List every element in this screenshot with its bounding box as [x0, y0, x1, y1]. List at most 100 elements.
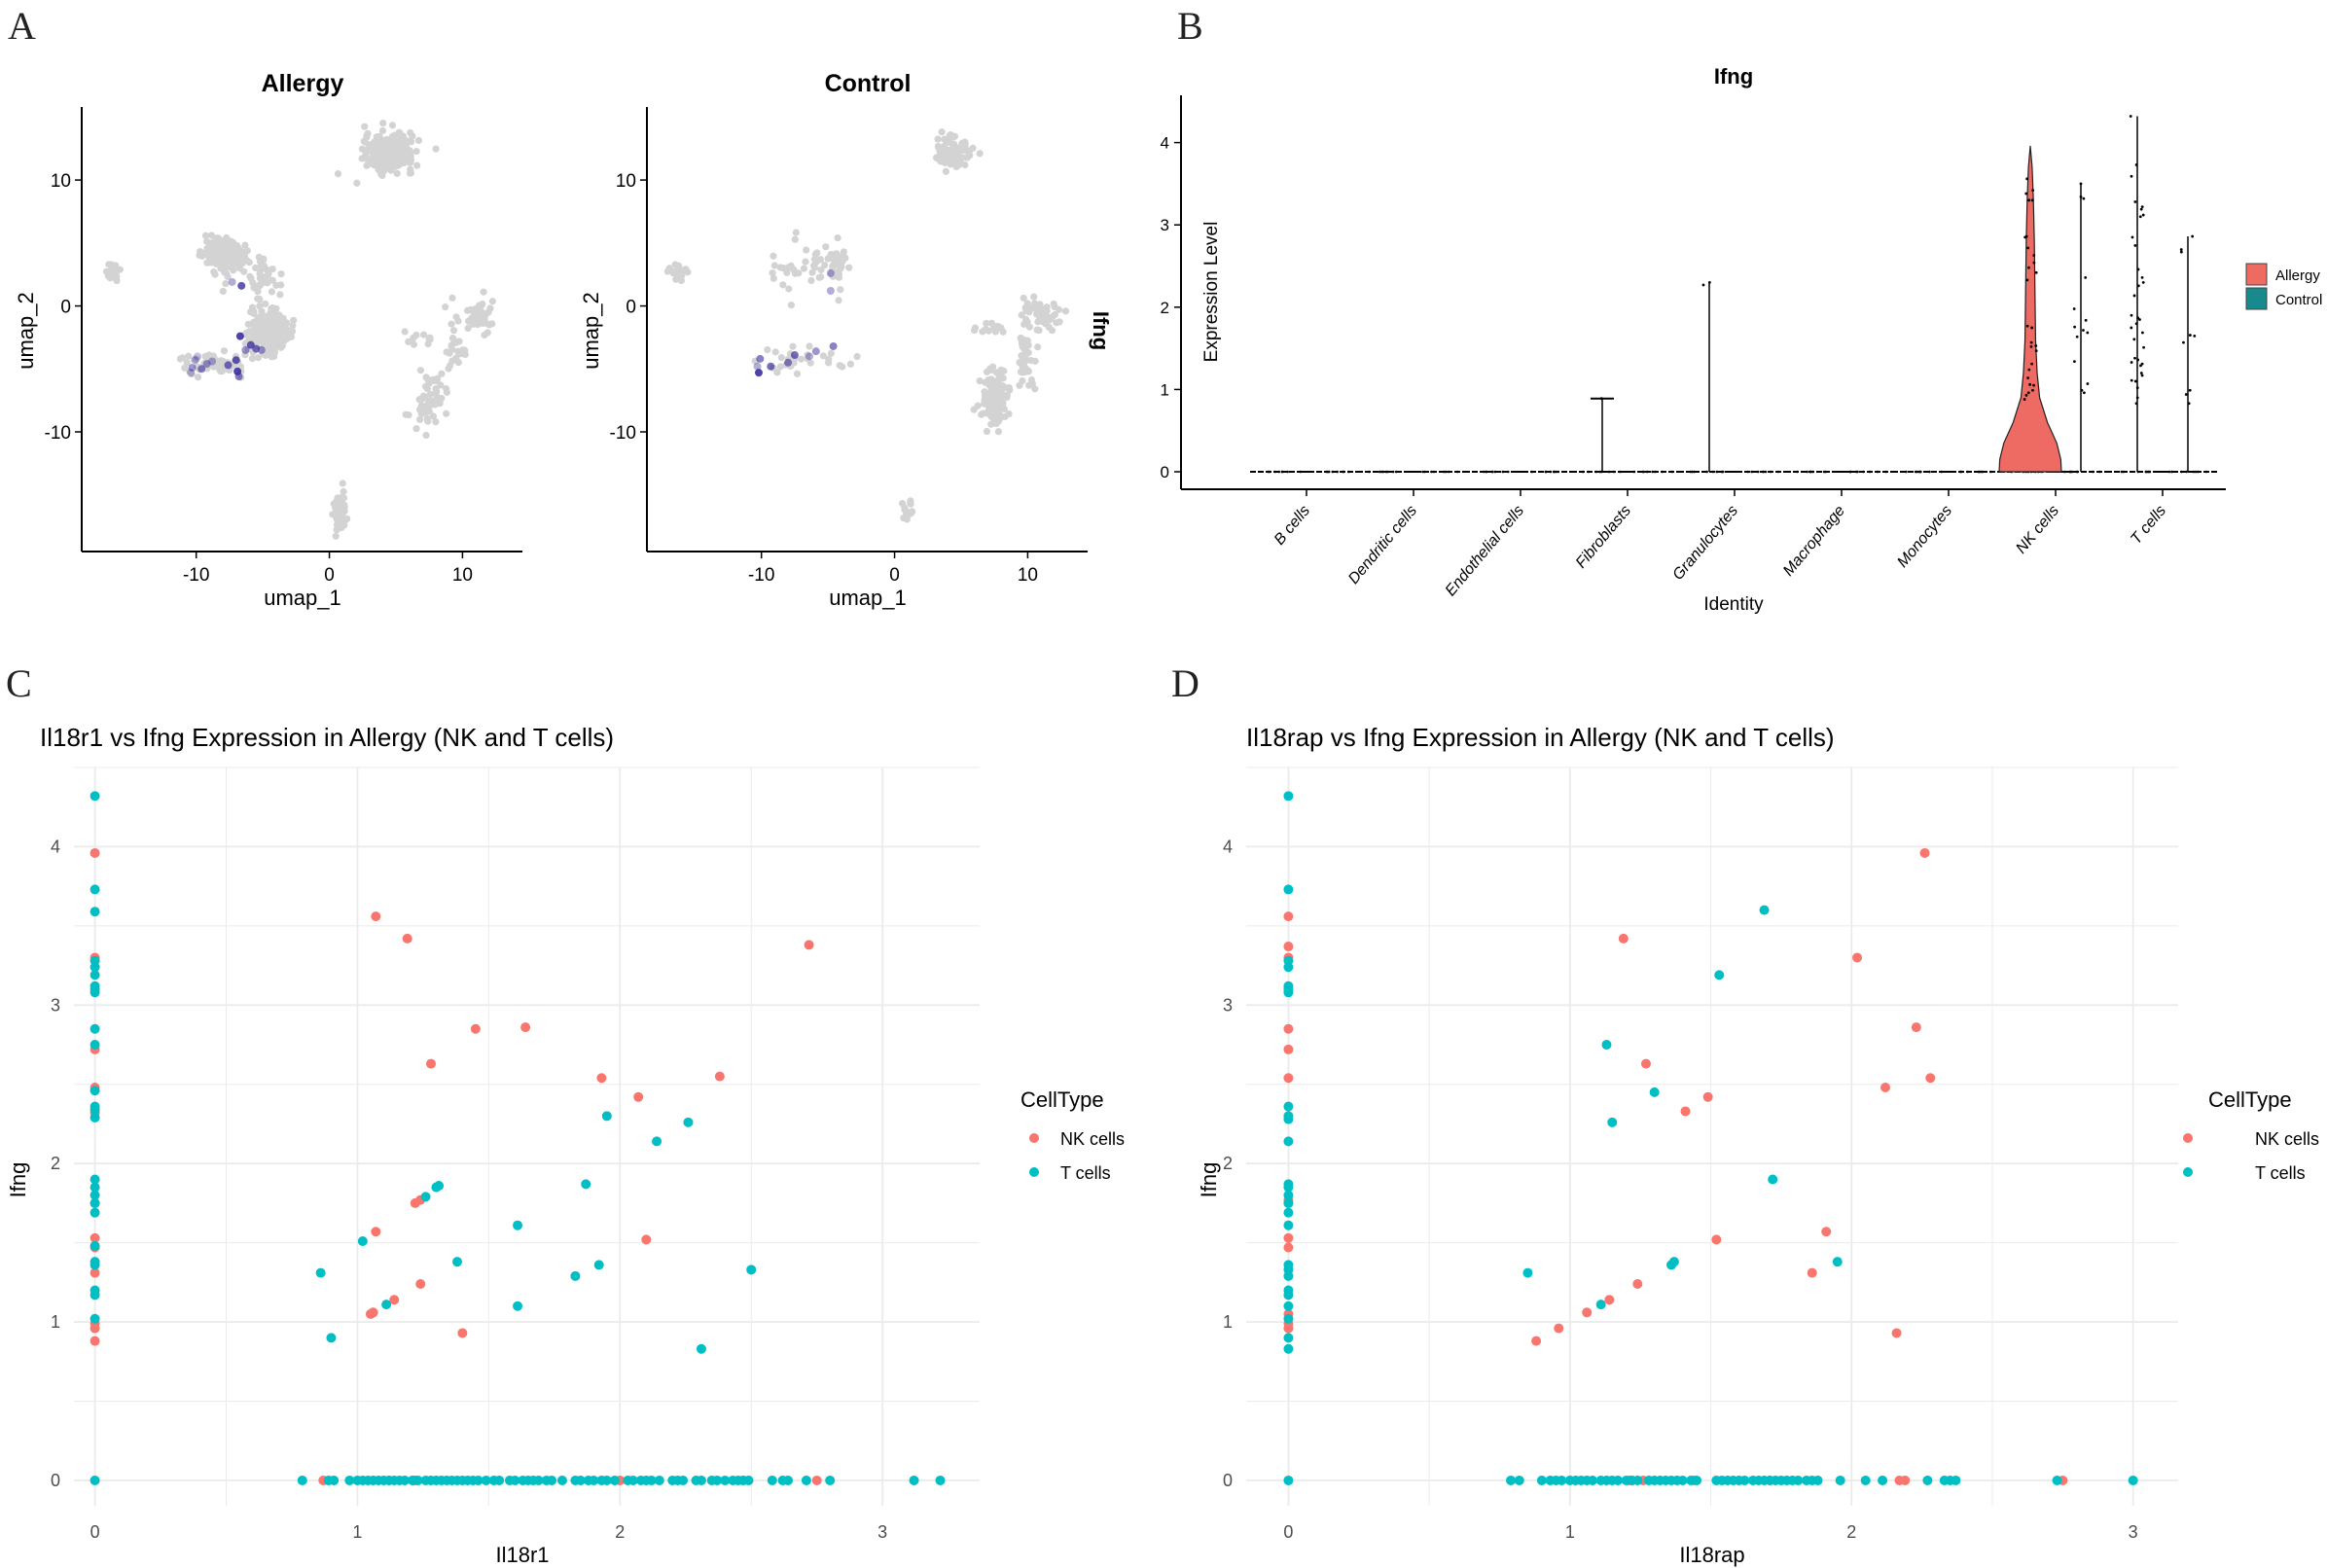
umap-control-ylabel: umap_2	[579, 292, 603, 370]
umap-cell-point	[949, 146, 956, 154]
jitter-point	[1905, 470, 1908, 474]
umap-cell-point	[1017, 334, 1024, 342]
umap-cell-point	[978, 410, 985, 418]
nk-cell-point	[1283, 1023, 1294, 1034]
umap-cell-point	[289, 322, 297, 330]
nk-cell-point	[520, 1022, 531, 1033]
umap-cell-point	[430, 376, 438, 385]
t-cell-point	[1283, 1136, 1294, 1147]
y-tick-label: -10	[45, 423, 71, 444]
umap-cell-point	[407, 169, 415, 177]
umap-cell-point	[402, 410, 410, 418]
jitter-point	[2134, 163, 2138, 166]
t-cell-point	[90, 1023, 100, 1034]
umap-cell-point	[241, 241, 249, 249]
umap-cell-point	[258, 307, 266, 315]
umap-cell-point	[277, 270, 285, 278]
t-cell-point	[420, 1192, 431, 1202]
umap-cell-point	[776, 264, 784, 271]
scatter-c-legend-t: T cells	[1060, 1163, 1111, 1183]
nk-cell-point	[1283, 1242, 1294, 1253]
jitter-point	[1762, 470, 1765, 474]
umap-cell-point	[378, 126, 387, 135]
jitter-point	[2069, 470, 2072, 474]
jitter-point	[2130, 378, 2133, 382]
umap-cell-point	[426, 336, 434, 343]
jitter-point	[1325, 470, 1328, 474]
umap-cell-point	[257, 259, 265, 267]
jitter-point	[1715, 470, 1719, 474]
umap-cell-point	[369, 154, 376, 161]
t-cell-point	[601, 1111, 612, 1122]
scatter-il18rap-panel: 0 1 2 3 0 1 2 3 4 Il18rap vs Ifng Expression in A…	[1197, 723, 2319, 1567]
umap-cell-point	[265, 345, 272, 353]
umap-cell-point	[1027, 304, 1035, 312]
umap-cell-point	[1020, 294, 1027, 303]
t-cell-point	[400, 1475, 411, 1485]
x-tick-label: Monocytes	[1894, 503, 1955, 571]
nk-cell-point	[1807, 1267, 1817, 1278]
t-cell-point	[1666, 1260, 1677, 1270]
jitter-point	[1391, 470, 1395, 474]
jitter-point	[2030, 326, 2034, 330]
y-tick-label: 1	[51, 1312, 60, 1332]
nk-cell-point	[1925, 1073, 1936, 1084]
t-cell-point	[1522, 1267, 1533, 1278]
jitter-point	[2139, 207, 2143, 211]
umap-cell-point	[224, 272, 232, 281]
t-cell-point	[593, 1260, 604, 1270]
umap-cell-point	[365, 144, 373, 152]
umap-cell-point	[1030, 300, 1039, 307]
t-cell-point	[570, 1270, 581, 1281]
jitter-point	[2028, 382, 2032, 386]
umap-cell-point	[482, 310, 489, 319]
umap-cell-point	[969, 144, 977, 152]
jitter-point	[2026, 246, 2030, 250]
jitter-point	[1884, 470, 1888, 474]
umap-cell-point	[998, 392, 1006, 401]
umap-cell-point	[193, 355, 200, 363]
umap-cell-point	[997, 413, 1005, 421]
scatter-il18r1-panel: 0 1 2 3 0 1 2 3 4 Il18r1 vs Ifng Expression in Al…	[6, 723, 1125, 1567]
umap-cell-point	[445, 365, 452, 373]
umap-cell-point	[333, 497, 340, 505]
y-tick-label: -10	[610, 423, 636, 444]
x-tick-label: Macrophage	[1780, 503, 1848, 580]
nk-cell-point	[1911, 1022, 1921, 1033]
umap-cell-point	[422, 431, 430, 440]
y-tick-label: 3	[1161, 216, 1169, 234]
t-cell-point	[783, 1475, 794, 1485]
umap-cell-point	[764, 346, 771, 354]
jitter-point	[2034, 270, 2038, 274]
nk-cell-point	[90, 1232, 100, 1243]
t-cell-point	[1283, 1290, 1294, 1301]
t-cell-point	[1283, 1301, 1294, 1311]
umap-cell-point	[340, 487, 347, 495]
nk-cell-point	[1604, 1295, 1615, 1305]
jitter-point	[2136, 358, 2140, 362]
umap-cell-point	[256, 295, 264, 303]
umap-cell-point	[821, 261, 829, 269]
t-cell-point	[1613, 1475, 1624, 1485]
umap-cell-point	[290, 316, 298, 324]
t-cell-point	[1283, 1475, 1294, 1485]
jitter-point	[2025, 324, 2029, 328]
umap-cell-point	[480, 288, 487, 296]
umap-cell-point	[211, 270, 219, 278]
nk-cell-point	[1919, 847, 1930, 858]
jitter-point	[1423, 470, 1426, 474]
umap-expressing-cell-point	[246, 340, 255, 349]
jitter-point	[2193, 335, 2197, 338]
umap-cell-point	[409, 132, 416, 140]
umap-cell-point	[113, 272, 121, 280]
umap-expressing-cell-point	[202, 360, 211, 369]
umap-cell-point	[419, 331, 428, 339]
jitter-point	[2120, 470, 2124, 474]
umap-cell-point	[224, 256, 233, 264]
jitter-point	[1707, 281, 1711, 284]
jitter-point	[2179, 250, 2183, 254]
t-cell-point	[344, 1475, 355, 1485]
nk-cell-point	[90, 847, 100, 858]
umap-cell-point	[1027, 356, 1035, 365]
umap-cell-point	[230, 253, 237, 261]
